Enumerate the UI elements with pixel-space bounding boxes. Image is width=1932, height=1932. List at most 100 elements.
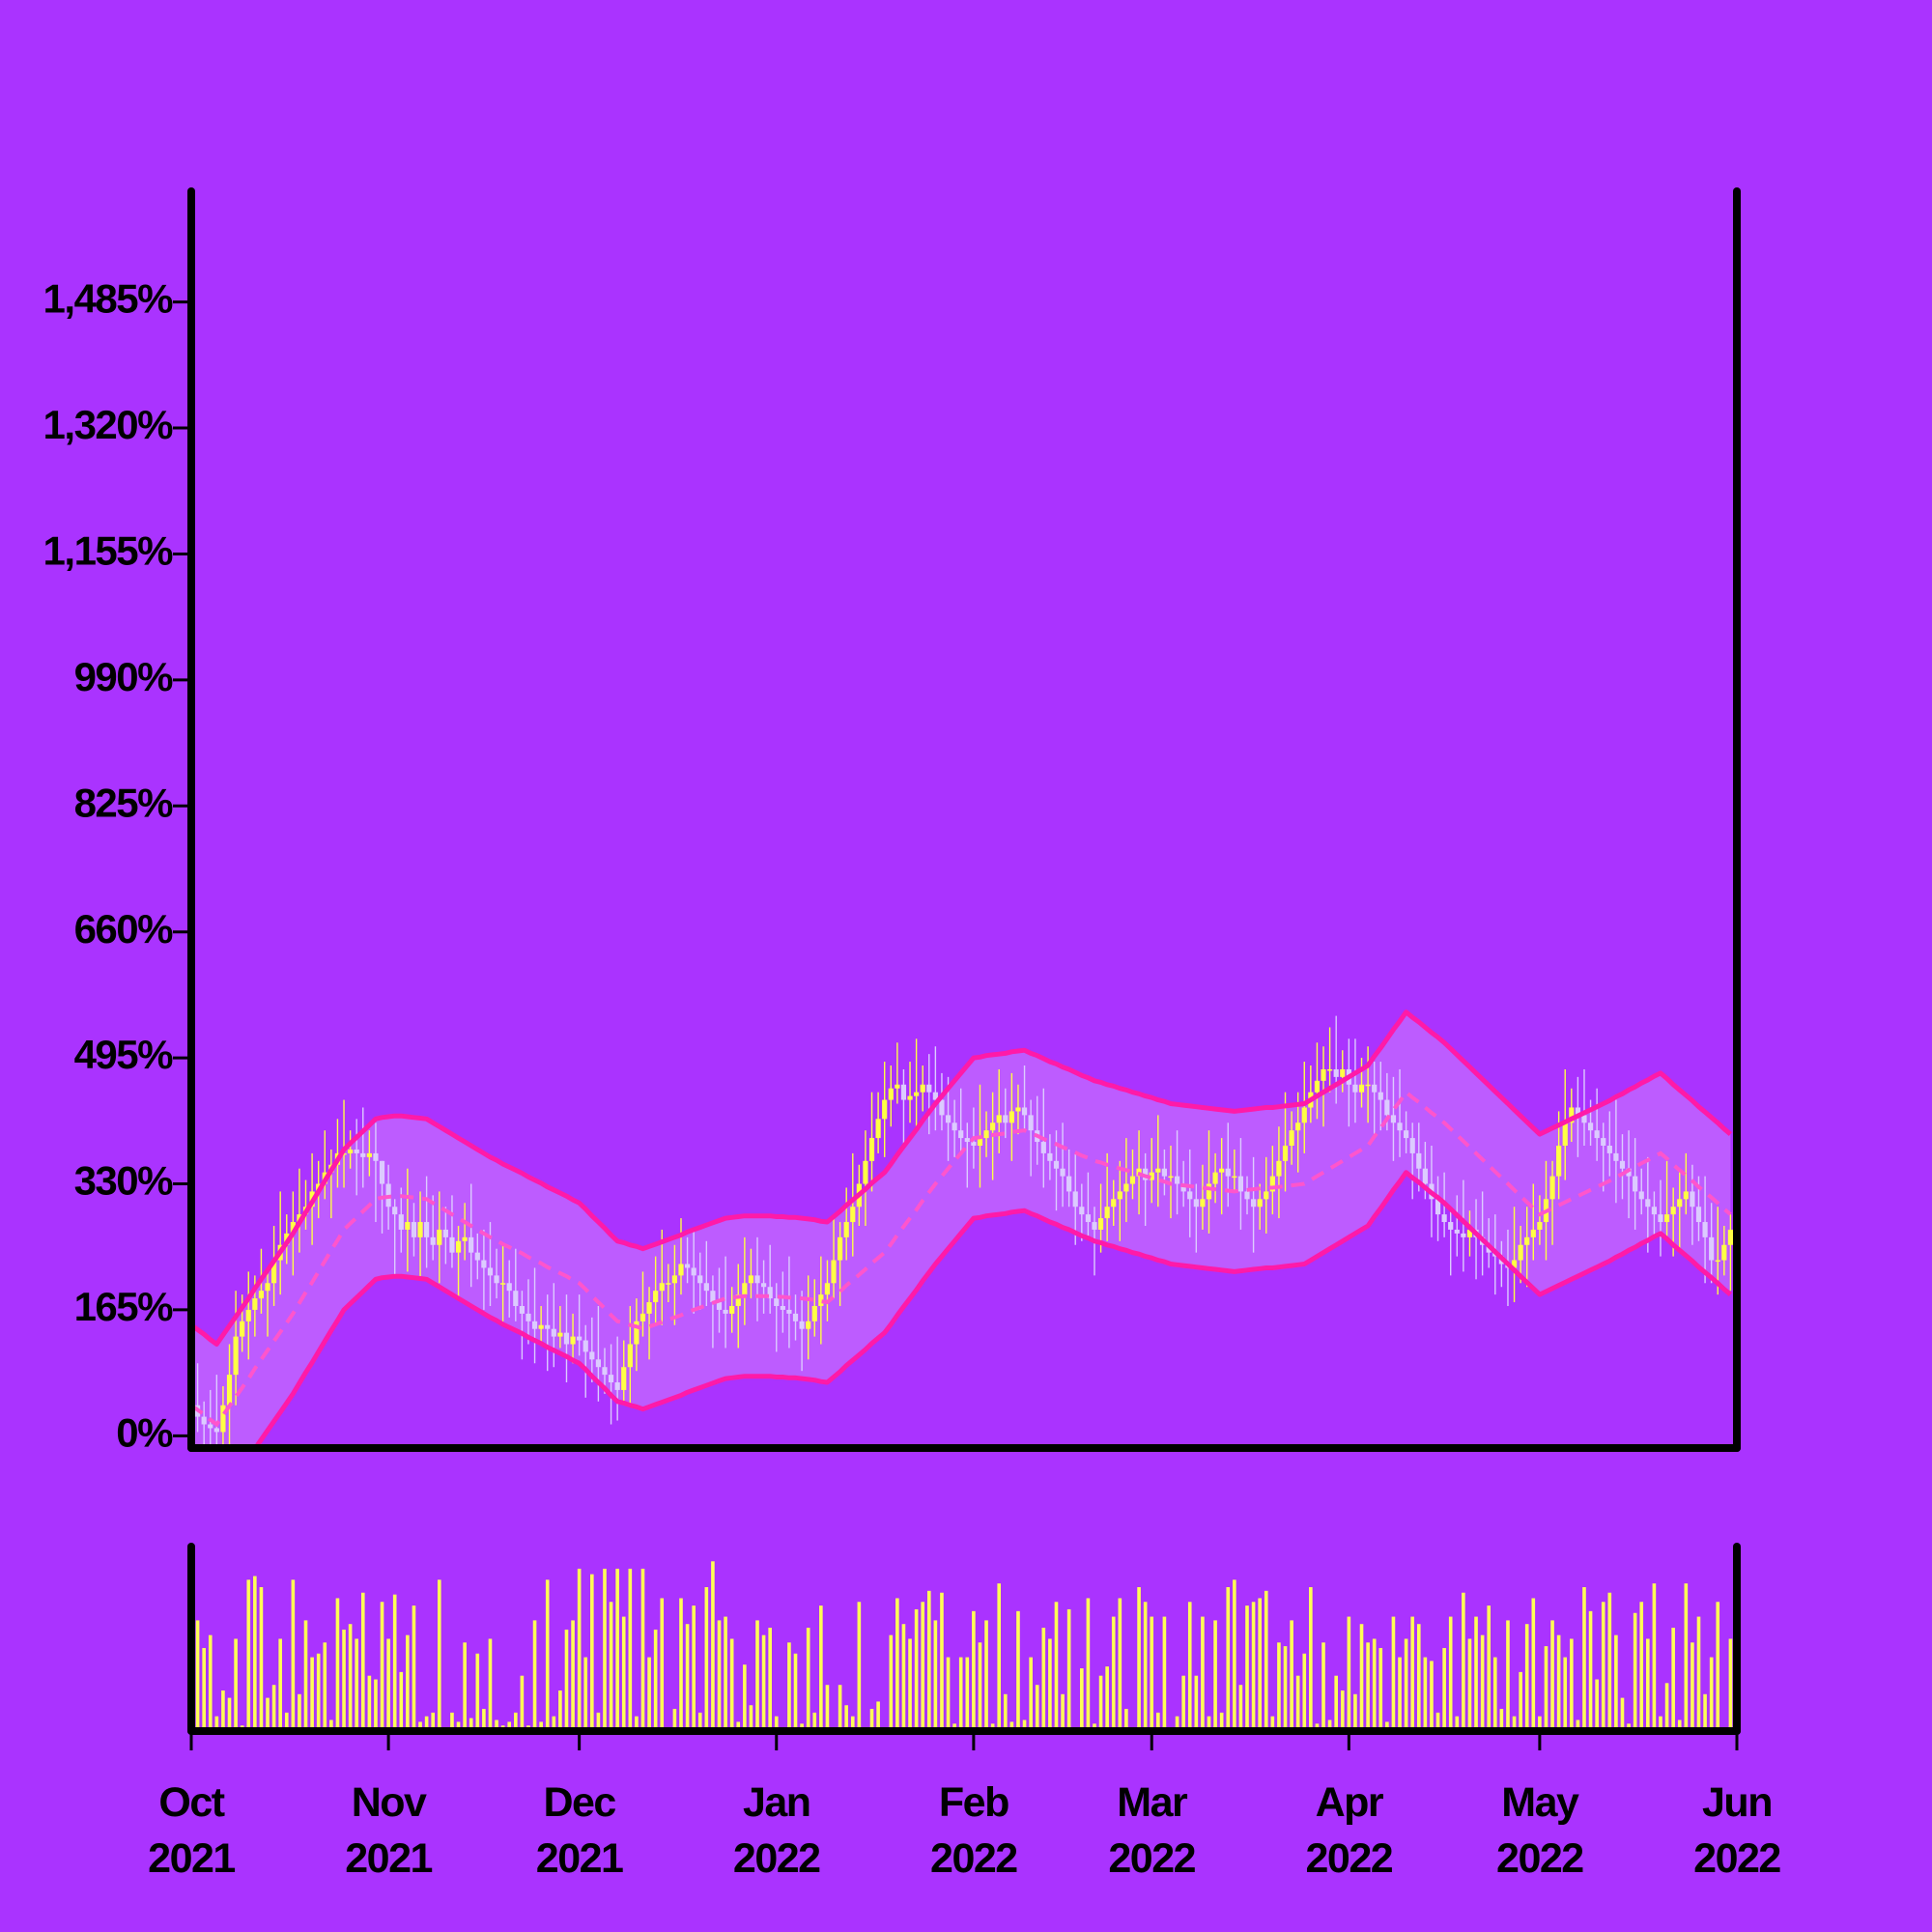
volume-bar (615, 1568, 619, 1731)
candle-body (1601, 1138, 1606, 1147)
candle-body (270, 1260, 277, 1284)
volume-bar (558, 1690, 562, 1731)
volume-bar (1398, 1657, 1402, 1731)
x-tick-label: Apr 2022 (1306, 1779, 1393, 1882)
volume-bar (323, 1642, 327, 1731)
candle-body (742, 1283, 748, 1295)
volume-bar (431, 1712, 436, 1731)
candle-body (1727, 1229, 1734, 1245)
candle-body (265, 1283, 270, 1292)
volume-bar (1009, 1721, 1014, 1731)
volume-bar (284, 1712, 289, 1731)
x-tick-label: Mar 2022 (1108, 1779, 1195, 1882)
candle-body (538, 1324, 544, 1329)
x-tick-label: Jun 2022 (1693, 1779, 1780, 1882)
volume-bar (1595, 1679, 1599, 1731)
candle-body (684, 1264, 691, 1268)
volume-bar (1448, 1616, 1453, 1731)
volume-bar (1201, 1616, 1205, 1731)
candle-body (1225, 1168, 1231, 1177)
y-tick-label: 495% (74, 1032, 174, 1077)
candle-body (1619, 1160, 1626, 1169)
volume-bar (1423, 1657, 1428, 1731)
candle-body (1448, 1222, 1454, 1230)
candle-body (1587, 1122, 1594, 1131)
volume-bar (380, 1602, 384, 1731)
volume-bar (495, 1719, 498, 1731)
volume-bar (984, 1620, 988, 1731)
candle-body (392, 1207, 398, 1215)
candle-body (1658, 1214, 1663, 1223)
volume-bar (1716, 1602, 1720, 1731)
candle-body (1282, 1146, 1289, 1161)
volume-bar (697, 1712, 702, 1731)
candle-body (1129, 1176, 1136, 1184)
volume-bar (564, 1629, 569, 1731)
volume-bar (857, 1602, 862, 1731)
band-middle (191, 1089, 1732, 1428)
volume-bar (545, 1579, 550, 1731)
volume-bar (1385, 1721, 1389, 1731)
volume-bar (653, 1629, 658, 1731)
candle-body (1651, 1207, 1658, 1215)
candle-body (868, 1138, 875, 1161)
candle-body (290, 1222, 296, 1234)
volume-bar (437, 1579, 441, 1731)
candle-body (366, 1152, 372, 1157)
candle-body (201, 1416, 207, 1425)
x-tick-label: Feb 2022 (930, 1779, 1017, 1882)
volume-bar (469, 1718, 473, 1731)
candle-body (1264, 1191, 1269, 1200)
candle-body (671, 1275, 678, 1284)
candle-body (1709, 1236, 1715, 1261)
volume-bar (1226, 1587, 1231, 1731)
candle-body (723, 1309, 728, 1314)
volume-bar (583, 1657, 588, 1731)
volume-bar (1372, 1638, 1377, 1731)
volume-bar (1410, 1616, 1414, 1731)
candle-body (888, 1088, 894, 1100)
volume-bar (965, 1657, 970, 1731)
candle-body (608, 1375, 614, 1383)
volume-bar (806, 1628, 810, 1731)
candle-body (952, 1122, 957, 1131)
volume-bar (972, 1610, 976, 1731)
candle-body (1537, 1222, 1543, 1230)
x-tick-label: Nov 2021 (345, 1779, 432, 1882)
candle-body (907, 1095, 913, 1100)
volume-bar (1041, 1628, 1046, 1731)
candle-body (1606, 1146, 1612, 1153)
volume-bar (749, 1705, 753, 1731)
candle-body (455, 1240, 462, 1253)
candle-body (697, 1275, 703, 1284)
volume-bar (1462, 1592, 1465, 1731)
candle-body (1575, 1107, 1580, 1116)
volume-bar (672, 1709, 677, 1731)
volume-bar (609, 1602, 613, 1731)
volume-bar (1512, 1716, 1517, 1731)
candle-body (1276, 1160, 1282, 1177)
volume-bar (418, 1721, 422, 1731)
candle-body (240, 1321, 245, 1337)
volume-bar (736, 1721, 741, 1731)
volume-bar (1111, 1616, 1116, 1731)
volume-bar (1233, 1579, 1236, 1731)
candle-body (920, 1084, 925, 1093)
volume-bar (761, 1634, 766, 1731)
candle-body (1556, 1146, 1562, 1177)
candle-body (875, 1119, 881, 1139)
axes: 0% 165% 330% 495% 660% 825% 990% 1,155% 1,320% 1,… (43, 187, 1782, 1882)
candle-body (729, 1305, 735, 1314)
candle-body (411, 1222, 417, 1237)
volume-bar (724, 1616, 727, 1731)
volume-bar (926, 1590, 931, 1731)
volume-bar (1150, 1616, 1154, 1731)
candle-body (621, 1367, 627, 1390)
volume-bar (214, 1716, 219, 1731)
candle-body (1702, 1222, 1708, 1237)
candle-body (1372, 1084, 1378, 1093)
candle-body (863, 1160, 868, 1184)
volume-bar (1061, 1693, 1065, 1731)
volume-bar (1709, 1657, 1714, 1731)
